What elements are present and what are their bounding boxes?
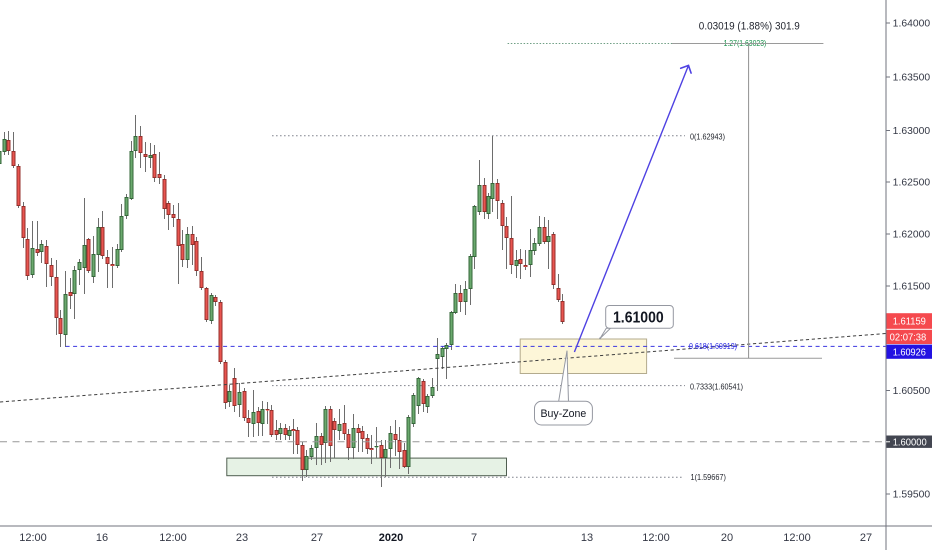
- svg-text:02:07:38: 02:07:38: [890, 333, 927, 344]
- svg-text:23: 23: [236, 532, 248, 544]
- svg-text:0.03019 (1.88%) 301.9: 0.03019 (1.88%) 301.9: [699, 20, 800, 32]
- svg-text:1.62000: 1.62000: [893, 230, 931, 241]
- svg-text:Buy-Zone: Buy-Zone: [541, 408, 587, 420]
- svg-text:1(1.59667): 1(1.59667): [691, 473, 727, 482]
- svg-text:1.62500: 1.62500: [893, 178, 931, 189]
- svg-text:2020: 2020: [379, 532, 403, 544]
- svg-text:20: 20: [721, 532, 733, 544]
- svg-text:27: 27: [860, 532, 872, 544]
- svg-text:12:00: 12:00: [783, 532, 811, 544]
- svg-text:7: 7: [471, 532, 477, 544]
- svg-text:12:00: 12:00: [19, 532, 47, 544]
- svg-text:1.61000: 1.61000: [613, 309, 664, 326]
- svg-text:1.59500: 1.59500: [893, 490, 931, 501]
- svg-text:13: 13: [581, 532, 593, 544]
- svg-text:12:00: 12:00: [159, 532, 187, 544]
- svg-text:1.63500: 1.63500: [893, 73, 931, 84]
- svg-text:12:00: 12:00: [642, 532, 670, 544]
- svg-text:1.64000: 1.64000: [893, 19, 931, 30]
- svg-text:1.63000: 1.63000: [893, 126, 931, 137]
- svg-text:1.60926: 1.60926: [893, 347, 927, 358]
- svg-text:16: 16: [96, 532, 108, 544]
- svg-text:1.61159: 1.61159: [893, 317, 927, 328]
- svg-text:0.7333(1.60541): 0.7333(1.60541): [690, 383, 743, 392]
- svg-text:1.60000: 1.60000: [893, 437, 927, 448]
- svg-text:0(1.62943): 0(1.62943): [690, 133, 725, 142]
- svg-text:1.60500: 1.60500: [893, 386, 931, 397]
- svg-text:1.61500: 1.61500: [893, 282, 931, 293]
- svg-text:27: 27: [311, 532, 323, 544]
